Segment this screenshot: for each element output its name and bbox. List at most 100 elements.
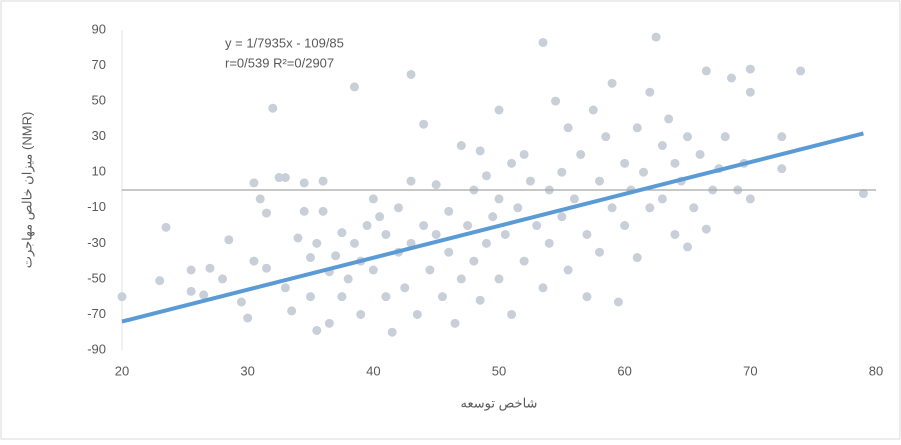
scatter-point [726,73,736,83]
scatter-point [262,263,272,273]
scatter-point [437,292,447,302]
scatter-point [858,189,868,199]
scatter-point [274,173,284,183]
scatter-point [381,292,391,302]
scatter-point [425,265,435,275]
scatter-point [406,176,416,186]
scatter-point [582,229,592,239]
scatter-point [538,283,548,293]
scatter-point [595,247,605,257]
scatter-point [745,194,755,204]
scatter-point [456,274,466,284]
y-tick-label: 70 [92,57,106,72]
scatter-point [544,238,554,248]
scatter-point [582,292,592,302]
scatter-point [507,158,517,168]
scatter-point [557,167,567,177]
scatter-point [519,256,529,266]
scatter-point [632,253,642,263]
scatter-point [481,171,491,181]
scatter-point [557,212,567,222]
scatter-point [532,221,542,231]
scatter-point [243,313,253,323]
scatter-point [664,114,674,124]
scatter-point [262,208,272,218]
scatter-point [494,274,504,284]
scatter-point [563,123,573,133]
x-tick-label: 70 [743,363,757,378]
scatter-point [444,247,454,257]
scatter-point [670,158,680,168]
scatter-point [393,203,403,213]
scatter-point [701,224,711,234]
scatter-point [362,221,372,231]
scatter-point [299,206,309,216]
scatter-point [349,82,359,92]
scatter-point [595,176,605,186]
scatter-point [563,265,573,275]
x-tick-label: 20 [115,363,129,378]
scatter-point [494,105,504,115]
scatter-point [224,235,234,245]
scatter-point [117,292,127,302]
scatter-point [236,297,246,307]
scatter-point [488,212,498,222]
scatter-point [331,251,341,261]
scatter-point [657,194,667,204]
trendline [121,131,864,324]
scatter-point [337,228,347,238]
scatter-point [576,149,586,159]
scatter-point [306,253,315,263]
scatter-point [456,141,466,151]
scatter-point [318,176,328,186]
y-tick-label: 30 [92,128,106,143]
scatter-point [431,180,441,190]
scatter-point [161,222,171,232]
scatter-point [387,327,397,337]
scatter-point [494,194,504,204]
y-tick-label: -50 [87,270,106,285]
scatter-point [796,66,806,76]
scatter-point [337,292,347,302]
scatter-point [538,37,548,47]
scatter-point [312,238,322,248]
scatter-point [620,158,630,168]
scatter-point [186,286,196,296]
scatter-point [343,274,353,284]
scatter-point [280,173,290,183]
scatter-point [412,309,422,319]
scatter-point [507,309,517,319]
scatter-point [475,295,485,305]
scatter-point [368,265,378,275]
x-tick-label: 50 [492,363,506,378]
scatter-point [199,290,209,300]
scatter-point [155,276,165,286]
scatter-point [645,87,655,97]
scatter-point [745,87,755,97]
scatter-point [356,309,366,319]
scatter-point [620,221,630,231]
scatter-point [651,32,661,42]
scatter-point [450,318,460,328]
scatter-point [249,256,259,266]
scatter-point [569,194,579,204]
y-tick-label: -70 [87,306,106,321]
scatter-point [318,206,328,216]
scatter-point [349,238,359,248]
y-tick-label: 50 [92,93,106,108]
scatter-point [205,263,215,273]
y-tick-label: 90 [92,21,106,36]
scatter-point [299,178,309,188]
y-tick-label: -30 [87,235,106,250]
scatter-point [481,238,491,248]
scatter-point [777,132,787,142]
scatter-point [306,292,315,302]
scatter-point [645,203,655,213]
scatter-point [400,283,410,293]
scatter-point [777,164,787,174]
scatter-point [670,229,680,239]
scatter-point [293,233,303,243]
scatter-point [444,206,454,216]
